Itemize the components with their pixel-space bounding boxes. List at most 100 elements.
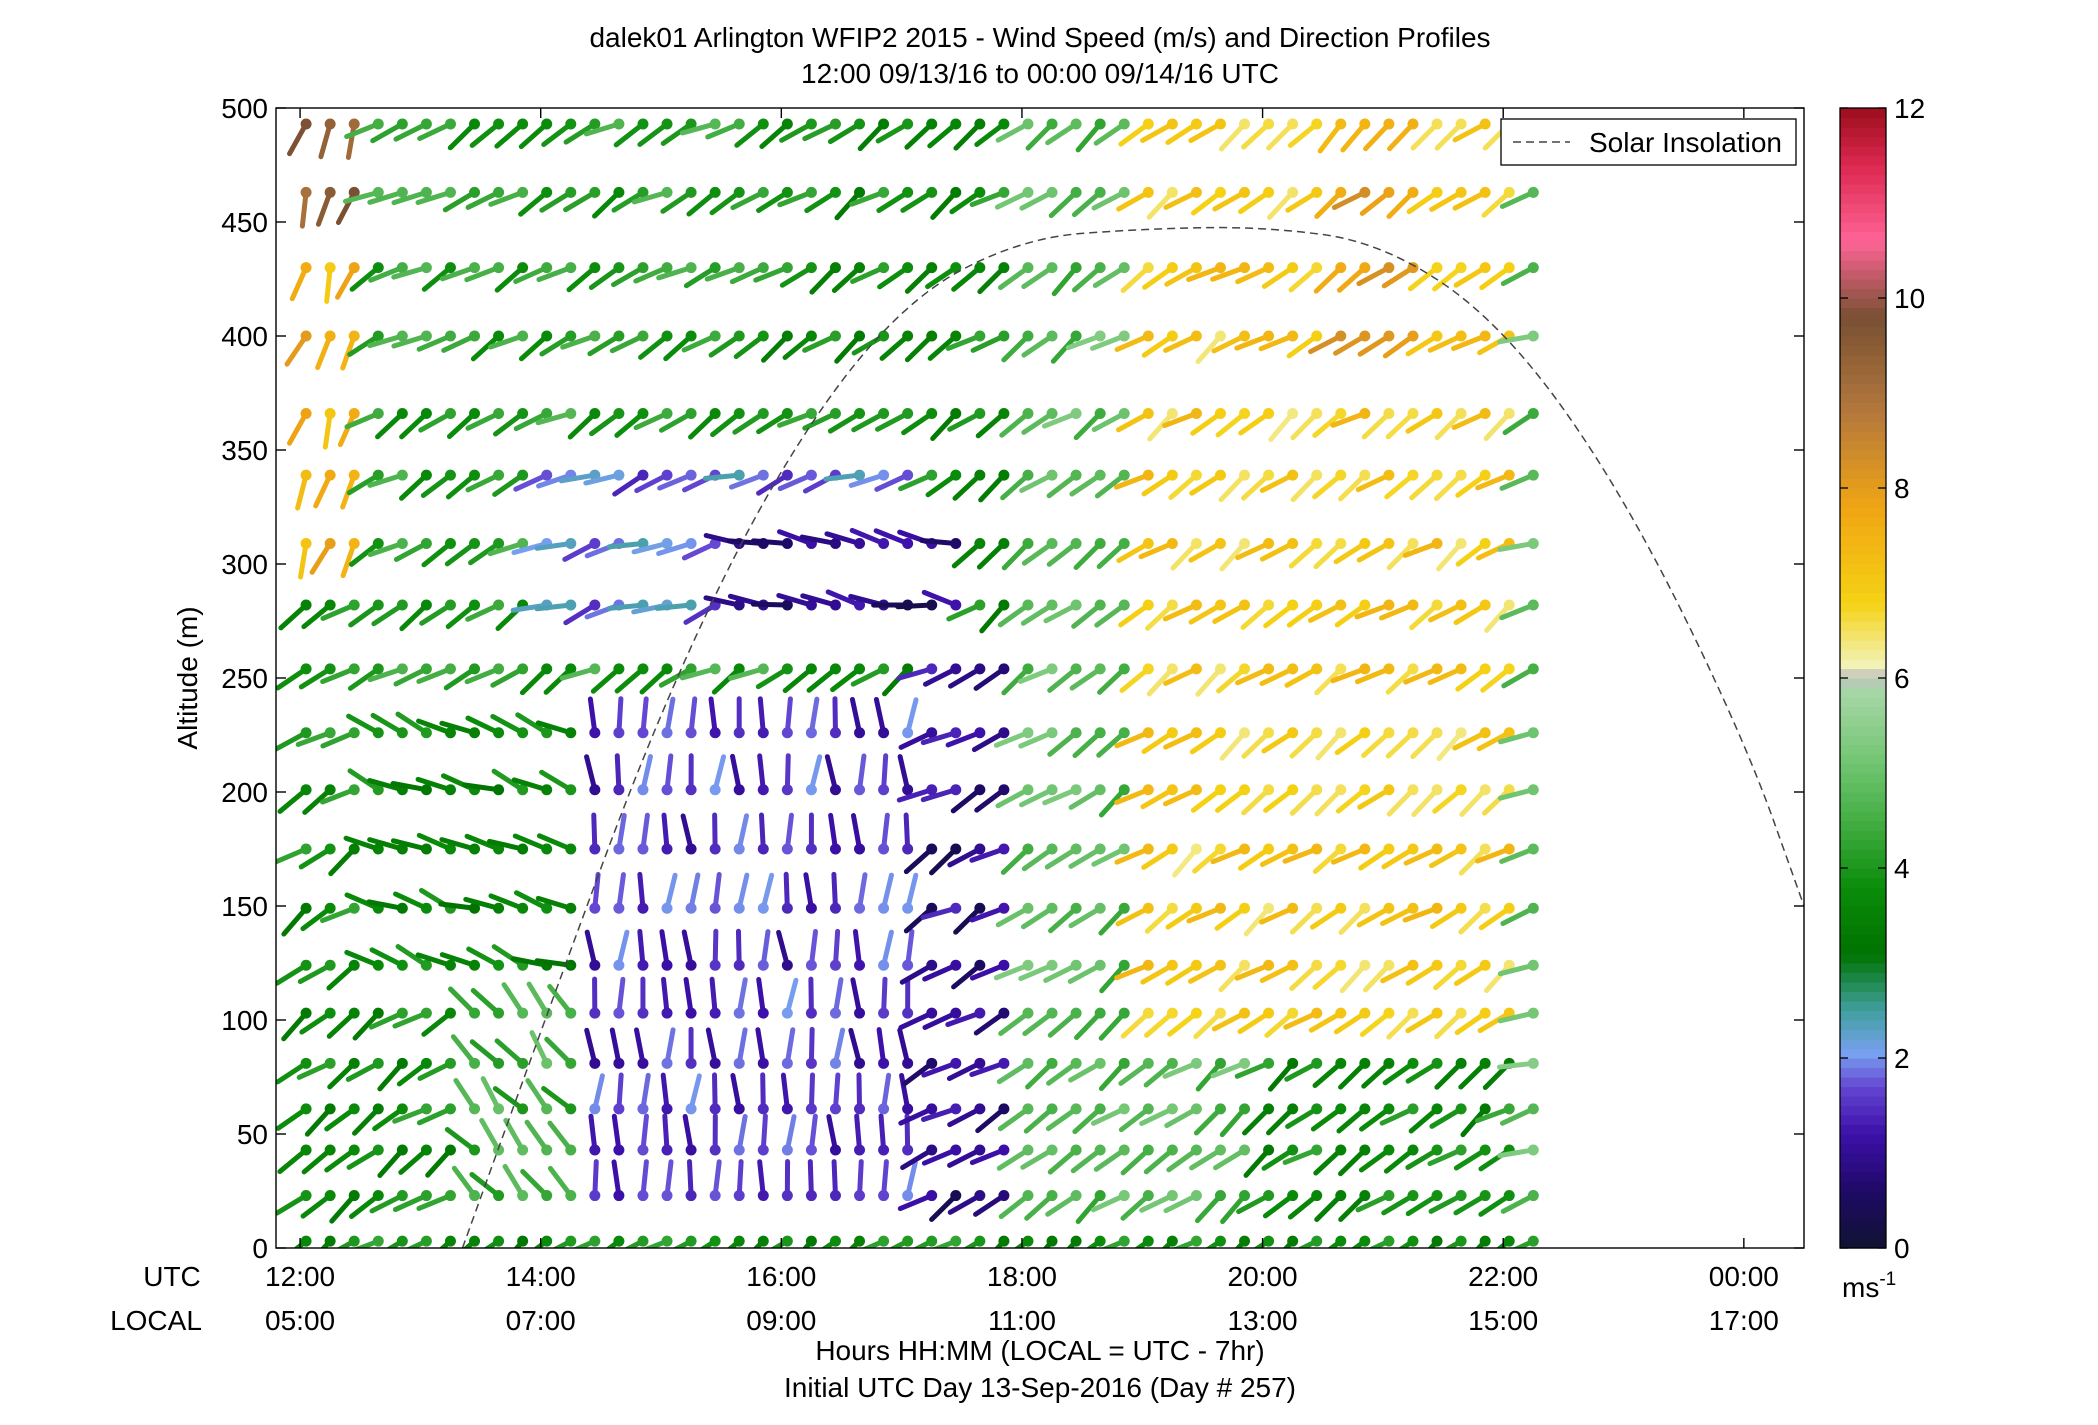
wind-barb-stem (293, 1238, 309, 1248)
wind-barb-dot (854, 1235, 866, 1247)
wind-barb-dot (1335, 1190, 1347, 1202)
wind-barb-stem (1114, 787, 1151, 805)
wind-barb-stem (541, 1085, 574, 1112)
wind-barb (709, 872, 722, 914)
wind-barb-stem (1359, 189, 1392, 216)
wind-barb-stem (1043, 602, 1079, 624)
wind-barb (614, 663, 649, 694)
wind-barb-stem (1096, 540, 1127, 570)
wind-barb-dot (1287, 784, 1299, 796)
wind-barb-stem (1114, 730, 1151, 749)
wind-barb-dot (805, 1007, 817, 1019)
wind-barb (1497, 537, 1539, 552)
wind-barb-stem (974, 121, 1007, 148)
wind-barb (879, 330, 914, 361)
wind-barb-dot (1383, 599, 1395, 611)
wind-barb-stem (1282, 1238, 1296, 1248)
wind-barb (850, 262, 890, 285)
wind-barb (1359, 1007, 1395, 1037)
wind-barb (278, 599, 312, 631)
wind-barb (969, 843, 1010, 863)
colorbar-swatch (1840, 288, 1886, 299)
wind-barb (703, 595, 745, 611)
wind-barb (344, 118, 384, 140)
wind-barb-dot (902, 1190, 914, 1202)
wind-barb (1073, 408, 1106, 441)
wind-barb (1073, 537, 1106, 570)
colorbar-swatch (1840, 1105, 1886, 1116)
wind-barb (656, 262, 697, 281)
wind-barb (347, 663, 384, 691)
wind-barb-stem (416, 1106, 453, 1126)
wind-barb-dot (805, 330, 817, 342)
wind-barb-stem (760, 929, 771, 968)
wind-barb (1241, 784, 1275, 816)
wind-barb (1094, 469, 1130, 499)
wind-barb (1496, 1057, 1539, 1070)
wind-barb (416, 718, 456, 739)
wind-barb-stem (993, 730, 1031, 748)
wind-barb-dot (1407, 599, 1419, 611)
wind-barb-stem (480, 1076, 502, 1112)
wind-barb-dot (805, 663, 817, 675)
wind-barb (612, 469, 649, 497)
wind-barb (289, 262, 312, 302)
wind-barb (1098, 902, 1130, 936)
wind-barb-stem (417, 121, 453, 141)
wind-barb-dot (589, 186, 601, 198)
wind-barb (1482, 784, 1515, 816)
wind-barb-dot (950, 469, 962, 481)
wind-barb-stem (487, 838, 526, 852)
wind-barb-dot (1335, 843, 1347, 855)
wind-barb-dot (1407, 408, 1419, 420)
wind-barb (973, 663, 1010, 691)
wind-barb-dot (926, 330, 938, 342)
x-tick-label-utc: 22:00 (1468, 1261, 1538, 1292)
wind-barb-dot (637, 262, 649, 274)
wind-barb-dot (565, 330, 577, 342)
wind-barb-stem (1327, 1238, 1344, 1248)
wind-barb-dot (348, 262, 360, 274)
wind-barb (1330, 843, 1371, 865)
wind-barb-stem (479, 1117, 502, 1153)
wind-barb-dot (396, 902, 408, 914)
wind-barb-stem (1212, 189, 1248, 212)
wind-barb (1188, 959, 1226, 984)
wind-barb-dot (300, 330, 312, 342)
wind-barb (1072, 1103, 1106, 1135)
wind-barb (921, 1057, 962, 1078)
wind-barb-stem (1385, 730, 1416, 759)
wind-barb-stem (563, 189, 598, 213)
wind-barb (563, 599, 601, 626)
wind-barb-dot (1022, 599, 1034, 611)
wind-barb (451, 1165, 481, 1202)
wind-barb-stem (1317, 121, 1344, 154)
wind-barb (708, 696, 721, 739)
wind-barb (1363, 118, 1395, 152)
wind-barb (975, 408, 1010, 439)
wind-barb (1046, 537, 1082, 567)
wind-barb (998, 1190, 1034, 1220)
wind-barb-stem (1386, 540, 1416, 571)
wind-barb-dot (1166, 262, 1178, 274)
wind-barb-stem (828, 812, 838, 852)
wind-barb-dot (878, 186, 890, 198)
wind-barb-stem (281, 1010, 309, 1042)
wind-barb (1428, 843, 1467, 869)
wind-barb (974, 784, 1010, 813)
wind-barb-dot (1455, 262, 1467, 274)
wind-barb-stem (952, 472, 983, 501)
wind-barb-dot (733, 663, 745, 675)
wind-barb-stem (309, 540, 333, 575)
wind-barb (781, 812, 794, 855)
wind-barb-dot (757, 1144, 769, 1156)
wind-barb-stem (1021, 265, 1055, 290)
wind-barb-dot (1070, 1235, 1082, 1247)
wind-barb-dot (926, 902, 938, 914)
wind-barb-dot (757, 843, 769, 855)
wind-barb-stem (800, 593, 838, 608)
wind-barb-stem (1398, 1238, 1416, 1248)
wind-barb-dot (493, 469, 505, 481)
wind-barb (637, 1072, 651, 1115)
wind-barb-stem (1284, 1060, 1320, 1082)
